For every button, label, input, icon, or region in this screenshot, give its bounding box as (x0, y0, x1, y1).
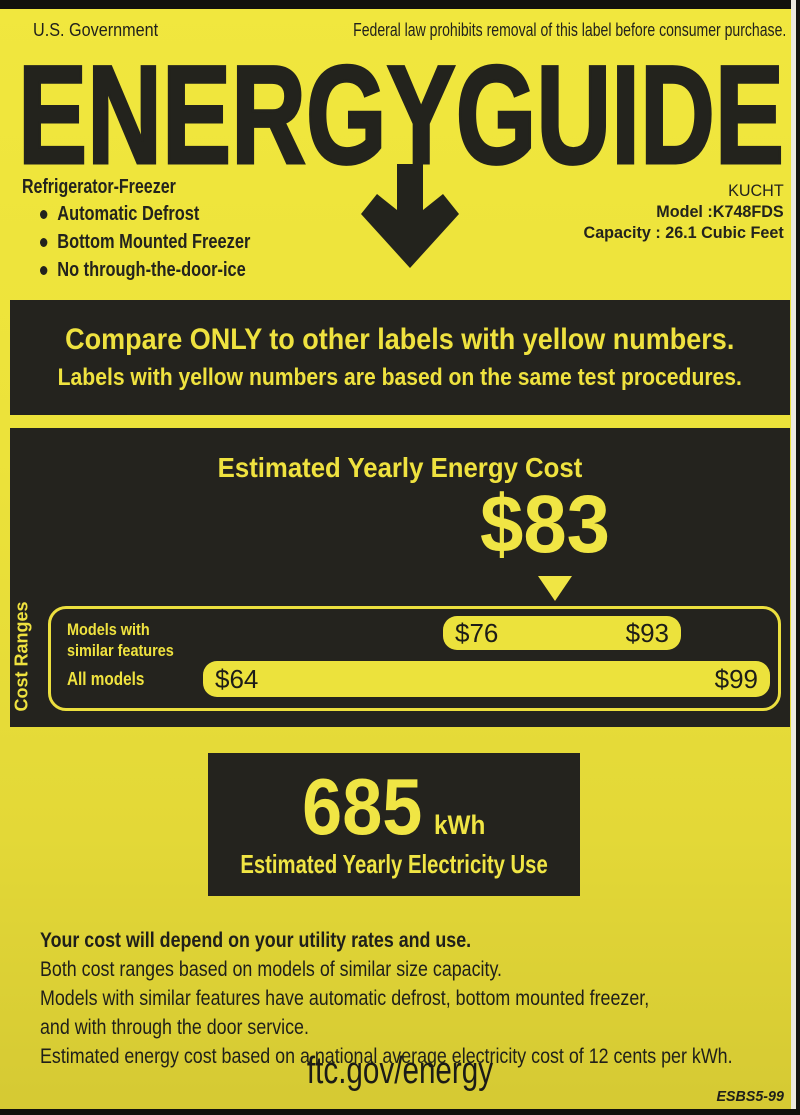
bullet-icon (40, 210, 48, 219)
similar-models-label: Models with similar features (67, 620, 174, 660)
usage-value: 685 (302, 762, 423, 851)
product-info: KUCHT Model :K748FDS Capacity : 26.1 Cub… (584, 180, 784, 243)
all-models-range-bar: $64 $99 (203, 661, 770, 697)
footnote-line: Estimated energy cost based on a nationa… (40, 1045, 733, 1068)
cost-ranges-axis: Cost Ranges (4, 600, 40, 712)
feature-label: Bottom Mounted Freezer (57, 231, 251, 253)
footnote-line: Your cost will depend on your utility ra… (40, 929, 472, 952)
us-government-text: U.S. Government (33, 20, 159, 40)
bullet-icon (40, 238, 48, 247)
compare-banner-line2: Labels with yellow numbers are based on … (57, 364, 743, 391)
feature-label: Automatic Defrost (57, 203, 200, 225)
brand-name: KUCHT (728, 181, 784, 200)
photo-edge-right-dark (796, 0, 800, 1115)
cost-title: Estimated Yearly Energy Cost (217, 452, 583, 483)
ftc-url: ftc.gov/energy (306, 1050, 494, 1092)
capacity-label: Capacity : (583, 223, 662, 242)
photo-edge-bottom (0, 1109, 800, 1115)
model-label: Model : (656, 202, 714, 221)
yearly-cost-section: Estimated Yearly Energy Cost $83 Cost Ra… (10, 428, 790, 727)
range-min: $64 (215, 663, 259, 694)
product-type: Refrigerator-Freezer (22, 176, 176, 198)
capacity-line: Capacity : 26.1 Cubic Feet (584, 222, 784, 243)
usage-unit: kWh (434, 810, 486, 840)
range-max: $93 (625, 617, 669, 648)
cost-range-chart: Models with similar features $76 $93 All… (48, 606, 781, 711)
photo-edge-top (0, 0, 800, 9)
model-line: Model :K748FDS (584, 201, 784, 222)
footnote-line: Both cost ranges based on models of simi… (40, 958, 503, 981)
all-models-label: All models (67, 669, 145, 689)
cost-marker-icon (538, 576, 572, 601)
label-code: ESBS5-99 (716, 1088, 784, 1105)
range-min: $76 (455, 617, 499, 648)
capacity-value: 26.1 Cubic Feet (665, 223, 784, 242)
feature-label: No through-the-door-ice (57, 259, 246, 281)
footnote-line: and with through the door service. (40, 1016, 309, 1039)
compare-banner-line1: Compare ONLY to other labels with yellow… (65, 323, 735, 356)
logo-text: ENERGYGUIDE (18, 56, 784, 170)
feature-item: No through-the-door-ice (40, 259, 246, 282)
electricity-use-section: 685 kWh Estimated Yearly Electricity Use (208, 753, 580, 896)
range-max: $99 (714, 663, 758, 694)
cost-ranges-label: Cost Ranges (11, 600, 32, 712)
bullet-icon (40, 266, 48, 275)
usage-caption: Estimated Yearly Electricity Use (240, 849, 548, 879)
logo-arrow-icon (361, 164, 459, 268)
footnote-line: Models with similar features have automa… (40, 987, 650, 1010)
footnotes: Your cost will depend on your utility ra… (40, 926, 800, 1071)
energyguide-logo: ENERGYGUIDE (17, 56, 786, 170)
cost-value: $83 (479, 479, 610, 570)
similar-models-range-bar: $76 $93 (443, 616, 681, 650)
compare-banner: Compare ONLY to other labels with yellow… (10, 300, 790, 415)
federal-law-text: Federal law prohibits removal of this la… (352, 20, 786, 40)
model-value: K748FDS (713, 202, 784, 221)
feature-item: Bottom Mounted Freezer (40, 231, 250, 254)
photo-edge-right-white (791, 0, 796, 1115)
usage-value-line: 685 kWh (302, 767, 486, 847)
feature-item: Automatic Defrost (40, 203, 199, 226)
